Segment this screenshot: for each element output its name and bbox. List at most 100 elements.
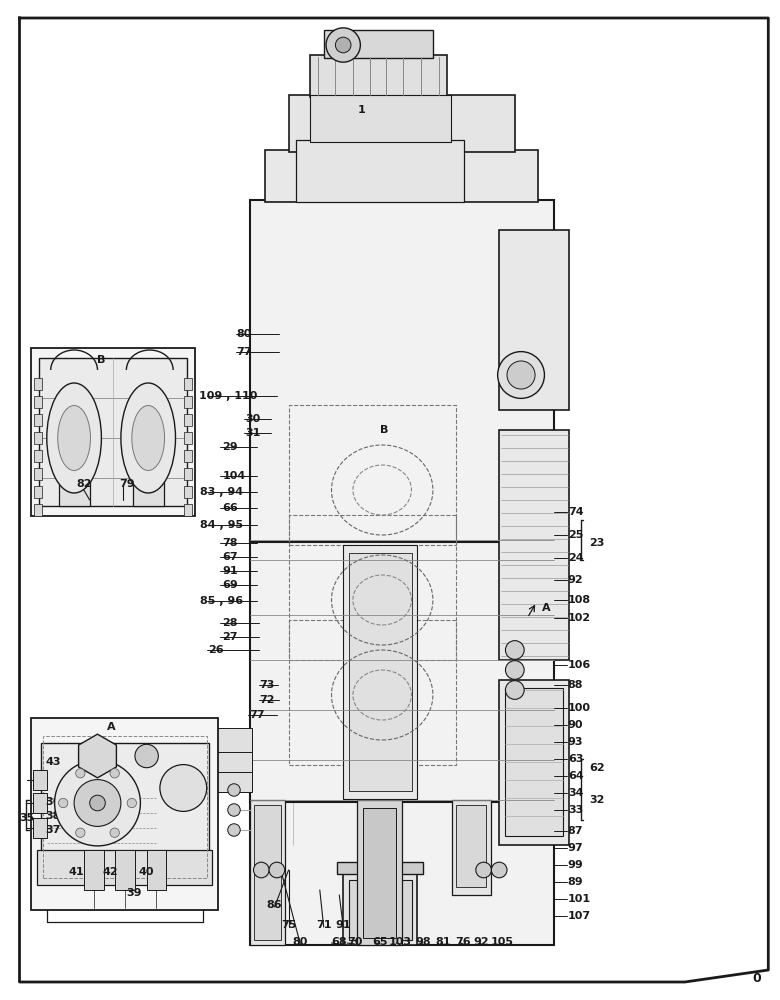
Text: 43: 43 (45, 757, 61, 767)
Text: 69: 69 (222, 580, 238, 590)
Text: 109 , 110: 109 , 110 (199, 391, 257, 401)
Text: 77: 77 (250, 710, 265, 720)
Bar (34, 468, 42, 480)
Text: 37: 37 (45, 825, 61, 835)
Bar (133, 476, 164, 506)
Bar (343, 545, 417, 799)
Bar (34, 396, 42, 408)
Bar (34, 378, 42, 390)
Text: 31: 31 (246, 428, 261, 438)
Circle shape (110, 769, 119, 778)
Circle shape (505, 661, 524, 679)
Bar (43, 736, 207, 878)
Bar (215, 728, 252, 752)
Bar (337, 862, 423, 874)
Text: 70: 70 (347, 937, 363, 947)
Text: 93: 93 (568, 737, 583, 747)
Text: 90: 90 (568, 720, 583, 730)
Text: 67: 67 (222, 552, 238, 562)
Circle shape (335, 37, 351, 53)
Text: 64: 64 (568, 771, 583, 781)
Text: 89: 89 (568, 877, 583, 887)
Bar (250, 800, 554, 945)
Text: 92: 92 (568, 575, 583, 585)
Bar (310, 95, 451, 142)
Bar (349, 553, 412, 791)
Text: 84 , 95: 84 , 95 (200, 520, 243, 530)
Text: 71: 71 (316, 920, 332, 930)
Circle shape (507, 361, 535, 389)
Bar (31, 348, 195, 516)
Text: 91: 91 (335, 920, 351, 930)
Bar (34, 432, 42, 444)
Text: 106: 106 (568, 660, 591, 670)
Ellipse shape (47, 383, 101, 493)
Circle shape (135, 744, 158, 768)
Text: 41: 41 (69, 867, 84, 877)
Bar (184, 396, 192, 408)
Text: 108: 108 (568, 595, 591, 605)
Bar (184, 504, 192, 516)
Bar (289, 620, 456, 765)
Circle shape (76, 828, 85, 837)
Bar (34, 504, 42, 516)
Text: 72: 72 (260, 695, 275, 705)
Text: 80: 80 (236, 329, 252, 339)
Circle shape (505, 641, 524, 659)
Text: 40: 40 (139, 867, 154, 877)
Text: 80: 80 (292, 937, 308, 947)
Bar (84, 850, 104, 890)
Bar (31, 718, 218, 910)
Bar (37, 850, 212, 885)
Text: 66: 66 (222, 503, 238, 513)
Circle shape (74, 780, 121, 826)
Bar (184, 414, 192, 426)
Bar (115, 850, 135, 890)
Bar (34, 450, 42, 462)
Bar (289, 405, 456, 545)
Bar (452, 800, 491, 895)
Text: 30: 30 (246, 414, 261, 424)
Circle shape (76, 769, 85, 778)
Ellipse shape (58, 406, 90, 471)
Circle shape (90, 795, 105, 811)
Bar (215, 748, 252, 772)
Bar (184, 468, 192, 480)
Circle shape (127, 798, 136, 808)
Text: A: A (107, 722, 116, 732)
Text: 42: 42 (103, 867, 119, 877)
Bar (33, 818, 47, 838)
Text: 74: 74 (568, 507, 583, 517)
Text: 26: 26 (208, 645, 224, 655)
Text: 32: 32 (589, 795, 604, 805)
Text: 102: 102 (568, 613, 591, 623)
Text: 100: 100 (568, 703, 590, 713)
Circle shape (505, 681, 524, 699)
Polygon shape (79, 734, 116, 778)
Text: 29: 29 (222, 442, 238, 452)
Text: 33: 33 (568, 805, 583, 815)
Text: 99: 99 (568, 860, 583, 870)
Text: 86: 86 (267, 900, 282, 910)
Bar (184, 432, 192, 444)
Bar (289, 95, 515, 152)
Bar (184, 450, 192, 462)
Text: 39: 39 (126, 888, 142, 898)
Text: 73: 73 (260, 680, 275, 690)
Text: 104: 104 (222, 471, 246, 481)
Bar (147, 850, 166, 890)
Bar (349, 880, 412, 940)
Bar (343, 870, 417, 945)
Bar (265, 150, 538, 202)
Text: 101: 101 (568, 894, 591, 904)
Text: 62: 62 (589, 763, 604, 773)
Bar (34, 486, 42, 498)
Circle shape (498, 352, 544, 398)
Text: 91: 91 (222, 566, 238, 576)
Text: 1: 1 (357, 105, 365, 115)
Text: 75: 75 (281, 920, 296, 930)
Text: 81: 81 (435, 937, 451, 947)
Text: 24: 24 (568, 553, 583, 563)
Text: 85 , 96: 85 , 96 (200, 596, 243, 606)
Text: 65: 65 (372, 937, 388, 947)
